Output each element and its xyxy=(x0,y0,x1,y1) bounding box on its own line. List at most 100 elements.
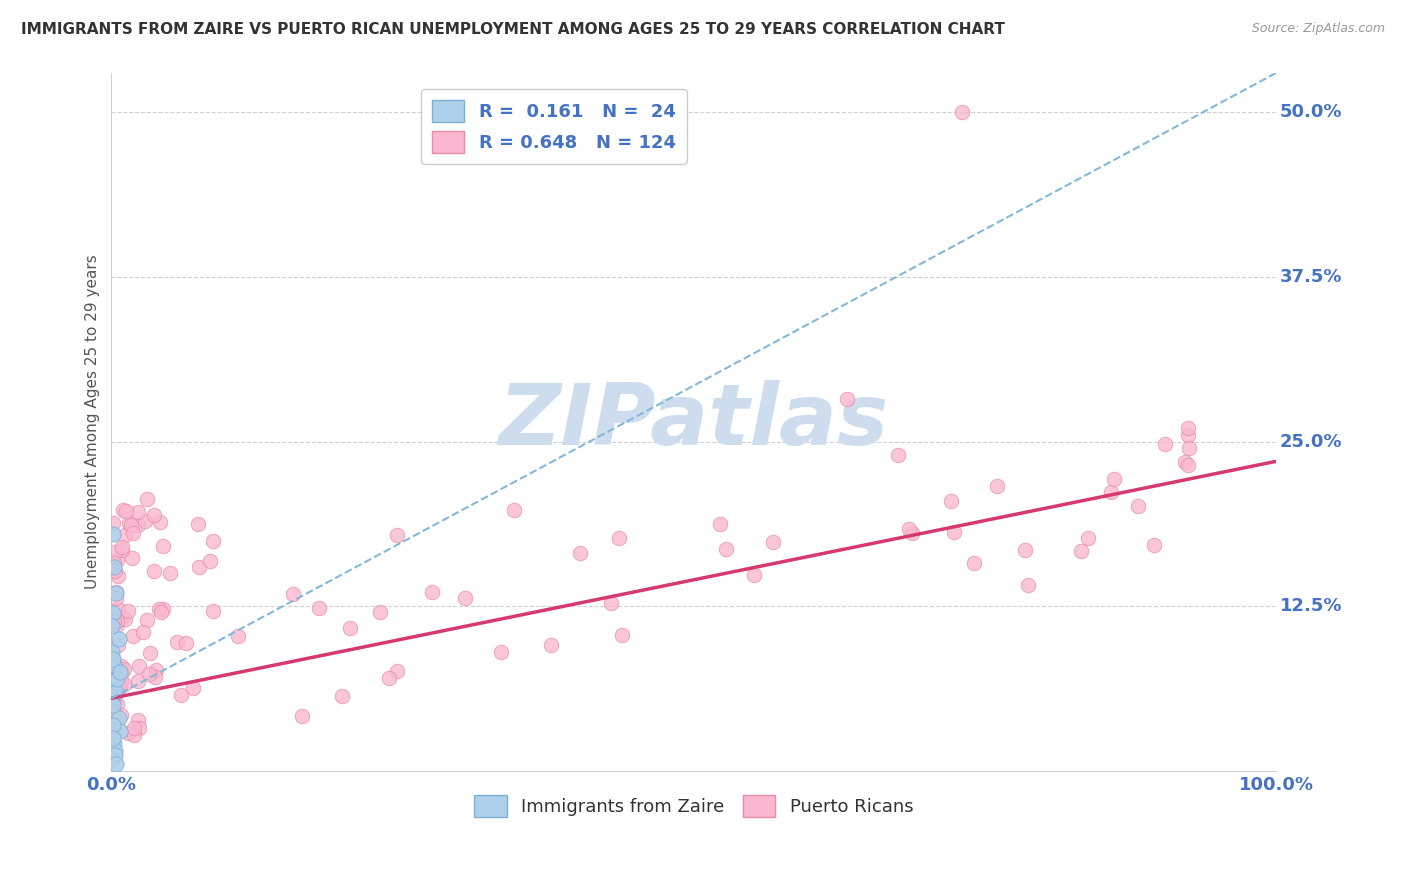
Point xyxy=(143,670,166,684)
Point xyxy=(105,586,128,600)
Text: 37.5%: 37.5% xyxy=(1279,268,1341,286)
Point xyxy=(330,689,353,703)
Point xyxy=(187,516,209,531)
Point xyxy=(138,667,160,681)
Point xyxy=(1177,458,1199,472)
Point xyxy=(202,604,225,618)
Point xyxy=(339,621,361,635)
Point xyxy=(104,747,127,762)
Point xyxy=(101,662,124,676)
Point xyxy=(101,645,124,659)
Point xyxy=(136,491,159,506)
Text: 25.0%: 25.0% xyxy=(1279,433,1341,450)
Point xyxy=(385,528,408,542)
Point xyxy=(963,556,986,570)
Y-axis label: Unemployment Among Ages 25 to 29 years: Unemployment Among Ages 25 to 29 years xyxy=(86,254,100,590)
Point xyxy=(385,665,408,679)
Point xyxy=(107,602,129,616)
Point xyxy=(100,619,122,633)
Point xyxy=(127,505,149,519)
Point xyxy=(607,531,630,545)
Point xyxy=(149,605,172,619)
Point xyxy=(1177,428,1199,442)
Point xyxy=(420,585,443,599)
Point xyxy=(121,526,143,541)
Point xyxy=(837,392,859,406)
Point xyxy=(159,566,181,581)
Point xyxy=(714,541,737,556)
Point xyxy=(942,525,965,540)
Point xyxy=(104,744,127,758)
Point xyxy=(120,518,142,533)
Point xyxy=(111,503,134,517)
Point xyxy=(188,560,211,574)
Point xyxy=(101,753,124,767)
Point xyxy=(105,672,128,686)
Point xyxy=(107,678,129,692)
Point xyxy=(121,551,143,566)
Point xyxy=(103,737,125,751)
Point xyxy=(122,629,145,643)
Point xyxy=(111,540,134,554)
Point xyxy=(1178,441,1201,455)
Point xyxy=(502,503,524,517)
Point xyxy=(110,666,132,681)
Point xyxy=(110,659,132,673)
Point xyxy=(1077,531,1099,545)
Point xyxy=(1070,544,1092,558)
Point xyxy=(103,692,125,706)
Point xyxy=(1177,420,1199,434)
Point xyxy=(114,528,136,542)
Point xyxy=(112,662,135,676)
Point xyxy=(181,681,204,696)
Point xyxy=(103,658,125,673)
Legend: Immigrants from Zaire, Puerto Ricans: Immigrants from Zaire, Puerto Ricans xyxy=(467,788,921,824)
Point xyxy=(103,556,125,570)
Point xyxy=(127,518,149,533)
Point xyxy=(108,724,131,739)
Point xyxy=(101,652,124,666)
Point xyxy=(134,515,156,529)
Point xyxy=(108,681,131,695)
Point xyxy=(939,493,962,508)
Point xyxy=(117,604,139,618)
Point xyxy=(101,703,124,717)
Point xyxy=(114,612,136,626)
Point xyxy=(139,646,162,660)
Point xyxy=(898,522,921,536)
Point xyxy=(103,526,125,541)
Point xyxy=(145,663,167,677)
Point xyxy=(1143,538,1166,552)
Point xyxy=(104,585,127,599)
Point xyxy=(198,554,221,568)
Point xyxy=(105,684,128,698)
Point xyxy=(283,587,305,601)
Point xyxy=(1153,437,1175,451)
Point xyxy=(108,632,131,646)
Point xyxy=(103,717,125,731)
Point xyxy=(117,725,139,739)
Point xyxy=(105,615,128,629)
Point xyxy=(1014,543,1036,558)
Point xyxy=(368,605,391,619)
Point xyxy=(742,568,765,582)
Point xyxy=(202,533,225,548)
Point xyxy=(143,508,166,522)
Point xyxy=(103,516,125,531)
Point xyxy=(1099,485,1122,500)
Point xyxy=(104,564,127,578)
Point xyxy=(101,606,124,620)
Point xyxy=(986,479,1008,493)
Point xyxy=(101,698,124,712)
Point xyxy=(152,540,174,554)
Point xyxy=(136,613,159,627)
Point xyxy=(101,650,124,665)
Point xyxy=(104,545,127,559)
Point xyxy=(101,731,124,745)
Point xyxy=(105,658,128,673)
Point xyxy=(901,525,924,540)
Point xyxy=(103,614,125,628)
Point xyxy=(1126,500,1149,514)
Point xyxy=(107,568,129,582)
Point xyxy=(110,708,132,723)
